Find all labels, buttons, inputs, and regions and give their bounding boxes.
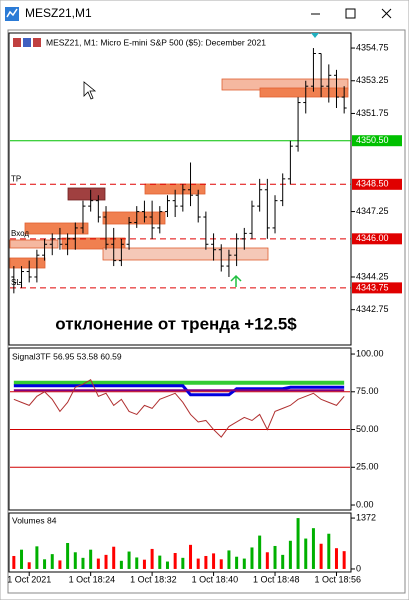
level-label-box: [352, 282, 402, 294]
level-label: 4348.50: [356, 179, 389, 189]
x-tick-label: 1 Oct 18:48: [253, 574, 300, 584]
volume-y-tick-label: 0: [356, 563, 361, 573]
buy-arrow: [230, 274, 242, 287]
level-label-box: [352, 178, 402, 190]
level-label: 4350.50: [356, 135, 389, 145]
indicator-y-tick-label: 75.00: [356, 386, 379, 396]
level-label: 4346.00: [356, 233, 389, 243]
maximize-button[interactable]: [335, 3, 365, 25]
indicator-y-tick-label: 0.00: [356, 499, 374, 509]
app-icon-glyph: [6, 8, 18, 18]
window-title: MESZ21,M1: [25, 6, 92, 20]
x-tick-label: 1 Oct 18:40: [192, 574, 239, 584]
level-name: Вход: [11, 229, 29, 238]
indicator-y-tick-label: 50.00: [356, 424, 379, 434]
x-tick-label: 1 Oct 18:32: [130, 574, 177, 584]
order-zones: [9, 78, 349, 269]
x-tick-label: 1 Oct 18:24: [69, 574, 116, 584]
level-label: 4343.75: [356, 282, 389, 292]
close-button[interactable]: [370, 3, 404, 25]
volume-panel: [8, 512, 352, 573]
indicator-line: [13, 378, 345, 438]
y-tick-label: 4353.25: [356, 75, 389, 85]
mouse-cursor: [83, 81, 97, 100]
header-icons: [13, 38, 41, 47]
y-tick-label: 4344.25: [356, 271, 389, 281]
level-label-box: [352, 233, 402, 245]
indicator-line: [13, 384, 345, 397]
level-name: TP: [11, 174, 21, 183]
minimize-button[interactable]: [300, 3, 330, 25]
volume-title: Volumes 84: [12, 515, 57, 525]
annotation: отклонение от тренда +12.5$: [55, 314, 297, 333]
indicator-y-tick-label: 100.00: [356, 348, 384, 358]
x-tick-label: 1 Oct 2021: [7, 574, 51, 584]
marker-triangle: [311, 33, 319, 38]
chart-header: MESZ21, M1: Micro E-mini S&P 500 ($5): D…: [46, 37, 266, 47]
y-tick-label: 4354.75: [356, 42, 389, 52]
x-tick-label: 1 Oct 18:56: [314, 574, 361, 584]
volume-y-tick-label: 1372: [356, 512, 376, 522]
y-tick-label: 4342.75: [356, 304, 389, 314]
y-tick-label: 4347.25: [356, 206, 389, 216]
indicator-y-tick-label: 25.00: [356, 462, 379, 472]
indicator-panel: [8, 347, 352, 511]
level-label-box: [352, 135, 402, 147]
indicator-title: Signal3TF 56.95 53.58 60.59: [12, 351, 122, 361]
y-tick-label: 4351.75: [356, 108, 389, 118]
